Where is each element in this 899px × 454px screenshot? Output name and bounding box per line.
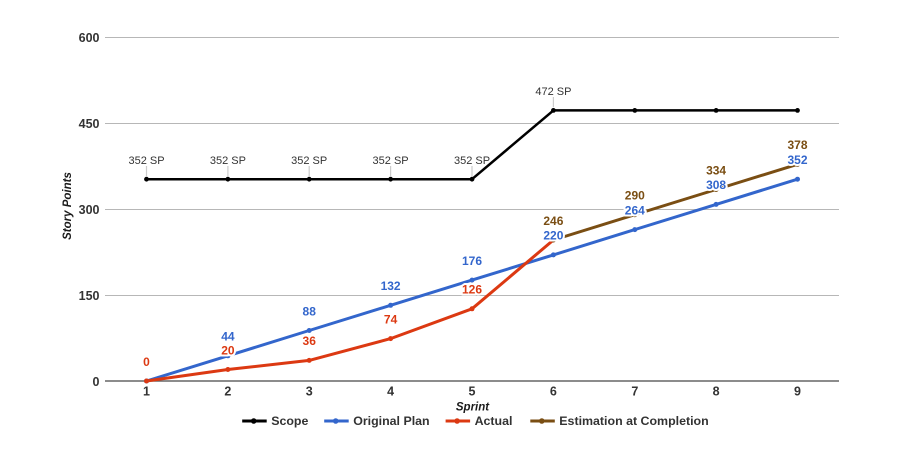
svg-text:6: 6: [550, 385, 557, 399]
svg-text:472 SP: 472 SP: [535, 86, 571, 98]
svg-text:132: 132: [381, 279, 401, 293]
svg-text:0: 0: [143, 355, 150, 369]
svg-text:2: 2: [224, 385, 231, 399]
svg-text:88: 88: [303, 304, 317, 318]
svg-text:334: 334: [706, 163, 726, 177]
svg-text:352 SP: 352 SP: [291, 155, 327, 167]
svg-text:4: 4: [387, 385, 394, 399]
svg-text:Scope: Scope: [271, 414, 308, 428]
svg-text:352 SP: 352 SP: [454, 155, 490, 167]
svg-text:Actual: Actual: [475, 414, 513, 428]
svg-text:1: 1: [143, 385, 150, 399]
svg-text:44: 44: [221, 330, 235, 344]
svg-text:36: 36: [303, 334, 317, 348]
svg-text:290: 290: [625, 189, 645, 203]
svg-text:352 SP: 352 SP: [210, 155, 246, 167]
svg-text:5: 5: [469, 385, 476, 399]
svg-text:3: 3: [306, 385, 313, 399]
svg-text:Sprint: Sprint: [456, 402, 490, 414]
svg-text:7: 7: [631, 385, 638, 399]
svg-text:352: 352: [787, 153, 807, 167]
svg-text:246: 246: [543, 214, 563, 228]
svg-text:450: 450: [79, 117, 100, 131]
svg-text:176: 176: [462, 254, 482, 268]
svg-text:150: 150: [79, 289, 100, 303]
svg-text:300: 300: [79, 203, 100, 217]
svg-text:Story Points: Story Points: [62, 172, 74, 240]
svg-text:378: 378: [787, 138, 807, 152]
svg-text:8: 8: [713, 385, 720, 399]
svg-text:220: 220: [543, 229, 563, 243]
svg-text:74: 74: [384, 312, 398, 326]
svg-text:264: 264: [625, 203, 645, 217]
svg-text:20: 20: [221, 343, 235, 357]
svg-text:0: 0: [93, 375, 100, 389]
svg-text:352 SP: 352 SP: [373, 155, 409, 167]
svg-text:308: 308: [706, 178, 726, 192]
svg-text:126: 126: [462, 283, 482, 297]
svg-text:Estimation at Completion: Estimation at Completion: [559, 414, 708, 428]
svg-text:Original Plan: Original Plan: [353, 414, 429, 428]
svg-text:9: 9: [794, 385, 801, 399]
svg-text:600: 600: [79, 31, 100, 45]
svg-text:352 SP: 352 SP: [128, 155, 164, 167]
